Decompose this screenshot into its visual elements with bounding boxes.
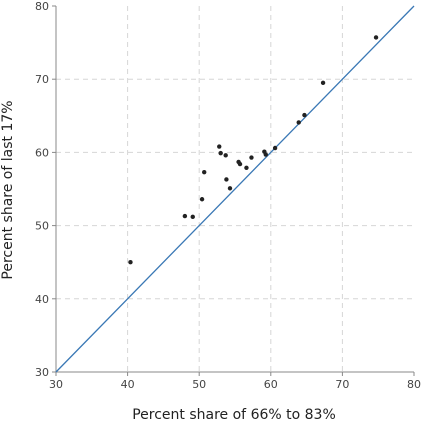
y-tick-label: 50 bbox=[35, 220, 49, 233]
data-point bbox=[224, 177, 229, 182]
y-axis-title: Percent share of last 17% bbox=[0, 100, 16, 279]
data-point bbox=[302, 112, 307, 118]
reference-line-layer bbox=[55, 5, 415, 373]
data-point bbox=[320, 80, 326, 86]
y-tick-label: 60 bbox=[35, 146, 49, 159]
x-tick-label: 70 bbox=[335, 378, 349, 391]
grid-lines bbox=[56, 6, 414, 372]
axes bbox=[52, 5, 415, 376]
data-point bbox=[182, 213, 188, 219]
data-point bbox=[218, 150, 223, 156]
data-point bbox=[373, 35, 379, 40]
x-axis-title: Percent share of 66% to 83% bbox=[132, 407, 336, 421]
y-tick-label: 40 bbox=[35, 293, 49, 306]
data-point bbox=[217, 144, 222, 149]
data-point bbox=[263, 152, 268, 157]
data-point bbox=[244, 165, 249, 170]
identity-reference-line bbox=[55, 5, 415, 373]
tick-labels: 30 40 50 60 70 80 30 40 50 60 70 80 bbox=[35, 0, 421, 391]
data-point bbox=[237, 161, 243, 167]
data-points bbox=[128, 35, 379, 265]
data-point bbox=[199, 197, 205, 202]
y-tick-label: 30 bbox=[35, 366, 49, 379]
data-point bbox=[249, 155, 254, 160]
data-point bbox=[227, 186, 233, 191]
data-point bbox=[202, 169, 207, 175]
x-tick-label: 30 bbox=[49, 378, 63, 391]
data-point bbox=[223, 153, 228, 158]
y-tick-label: 70 bbox=[35, 73, 49, 86]
data-point bbox=[190, 214, 195, 220]
data-point bbox=[272, 145, 278, 151]
x-tick-label: 60 bbox=[264, 378, 278, 391]
y-tick-label: 80 bbox=[35, 0, 49, 13]
data-point bbox=[296, 120, 301, 125]
x-tick-label: 40 bbox=[121, 378, 135, 391]
x-tick-label: 80 bbox=[407, 378, 421, 391]
x-tick-label: 50 bbox=[192, 378, 206, 391]
data-point bbox=[128, 260, 133, 265]
